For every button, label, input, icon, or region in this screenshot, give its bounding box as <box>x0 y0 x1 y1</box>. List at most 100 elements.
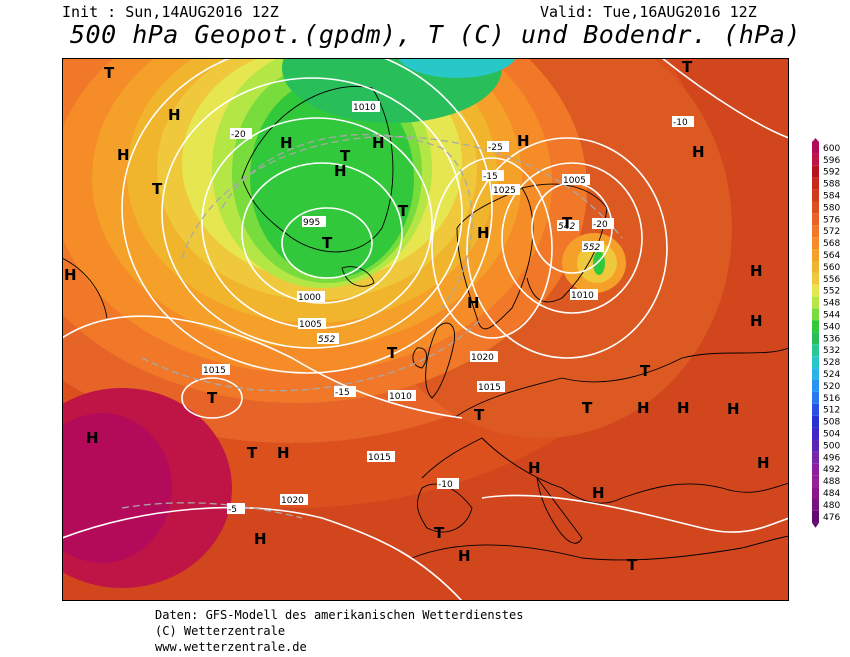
legend-label: 524 <box>823 370 840 380</box>
legend-swatch <box>812 499 819 511</box>
svg-text:-15: -15 <box>483 172 498 182</box>
legend-swatch <box>812 249 819 261</box>
isobar-scand-1005 <box>501 162 643 314</box>
legend-label: 568 <box>823 239 840 249</box>
legend-label: 584 <box>823 192 840 202</box>
high-marker: H <box>64 266 77 284</box>
svg-text:-20: -20 <box>231 130 246 140</box>
legend-label: 600 <box>823 144 840 154</box>
legend-swatch <box>812 320 819 333</box>
svg-text:-25: -25 <box>488 143 503 153</box>
isotherm-20 <box>221 133 473 309</box>
geopot-label: 552 <box>582 241 604 253</box>
isotherm-5 <box>121 502 303 519</box>
coast-greenland <box>241 86 394 253</box>
legend-swatch <box>812 332 819 345</box>
pressure-centers: T H H T H T T H H H T H H H T T T H T H … <box>64 58 770 574</box>
high-marker: H <box>467 294 480 312</box>
high-marker: H <box>517 132 530 150</box>
pressure-label: 1025 <box>492 184 520 196</box>
svg-text:552: 552 <box>318 335 335 345</box>
legend-label: 488 <box>823 477 840 487</box>
coast-north-europe <box>453 347 789 419</box>
legend-swatch <box>812 368 819 380</box>
legend-label: 484 <box>823 489 840 499</box>
coast-north-africa <box>411 535 789 561</box>
svg-text:1015: 1015 <box>368 453 391 463</box>
isobars <box>62 58 789 601</box>
chart-title: 500 hPa Geopot.(gpdm), T (C) und Bodendr… <box>70 20 801 49</box>
pressure-label: 1015 <box>202 364 230 376</box>
field-band-596 <box>62 413 172 563</box>
legend-label: 532 <box>823 346 840 356</box>
legend-swatch <box>812 510 819 523</box>
low-marker: T <box>434 524 445 542</box>
legend-label: 536 <box>823 334 840 344</box>
high-marker: H <box>727 400 740 418</box>
high-marker: H <box>750 312 763 330</box>
pressure-label: 995 <box>302 216 326 228</box>
legend-swatch <box>812 391 819 404</box>
isobar-1020-atlantic <box>62 315 463 419</box>
field-scand-low-3 <box>593 251 605 275</box>
weather-map: 995 1000 1005 1010 1010 1015 1015 1015 1… <box>62 58 789 601</box>
legend-swatch <box>812 153 819 166</box>
init-time-label: Init : Sun,14AUG2016 12Z <box>62 3 279 21</box>
svg-text:-10: -10 <box>673 118 688 128</box>
high-marker: H <box>372 134 385 152</box>
svg-text:-5: -5 <box>228 505 237 515</box>
high-marker: H <box>280 134 293 152</box>
low-marker: T <box>627 556 638 574</box>
svg-text:995: 995 <box>303 218 320 228</box>
legend-label: 580 <box>823 203 840 213</box>
legend-swatch <box>812 463 819 476</box>
temp-label: -20 <box>592 218 614 230</box>
isobar-1025-high <box>431 157 553 339</box>
legend-swatch <box>812 380 819 392</box>
field-band-528 <box>398 58 516 78</box>
low-marker: T <box>152 180 163 198</box>
credit-copyright: (C) Wetterzentrale <box>155 624 286 638</box>
legend-label: 572 <box>823 227 840 237</box>
high-marker: H <box>458 547 471 565</box>
legend-bottom-arrow <box>812 522 819 528</box>
high-marker: H <box>692 143 705 161</box>
legend-swatch <box>812 403 819 416</box>
legend-swatch <box>812 201 819 214</box>
legend-swatch <box>812 213 819 226</box>
svg-text:1010: 1010 <box>353 103 376 113</box>
high-marker: H <box>254 530 267 548</box>
svg-text:1000: 1000 <box>298 293 321 303</box>
legend-label: 500 <box>823 441 840 451</box>
legend-label: 480 <box>823 501 840 511</box>
legend-swatch <box>812 177 819 190</box>
legend-label: 544 <box>823 311 840 321</box>
isotherm-10 <box>141 317 483 392</box>
high-marker: H <box>750 262 763 280</box>
legend-swatch <box>812 415 819 428</box>
coast-britain <box>425 322 455 399</box>
low-marker: T <box>322 234 333 252</box>
pressure-label: 1005 <box>298 318 326 330</box>
isobar-1015-low <box>181 377 243 419</box>
svg-text:-20: -20 <box>593 220 608 230</box>
coast-labrador <box>62 257 108 319</box>
temp-label: -10 <box>437 478 459 490</box>
credit-data-source: Daten: GFS-Modell des amerikanischen Wet… <box>155 608 524 622</box>
high-marker: H <box>477 224 490 242</box>
legend-top-arrow <box>812 138 819 142</box>
legend-swatch <box>812 272 819 285</box>
svg-text:1005: 1005 <box>563 176 586 186</box>
svg-text:-10: -10 <box>438 480 453 490</box>
legend-swatch <box>812 225 819 238</box>
high-marker: H <box>334 162 347 180</box>
field-band-540 <box>250 78 414 278</box>
svg-text:-15: -15 <box>335 388 350 398</box>
legend-label: 528 <box>823 358 840 368</box>
coast-ireland <box>412 347 428 369</box>
svg-text:1020: 1020 <box>471 353 494 363</box>
temp-label: -10 <box>672 116 694 128</box>
legend-label: 476 <box>823 513 840 523</box>
isotherms <box>121 133 623 519</box>
